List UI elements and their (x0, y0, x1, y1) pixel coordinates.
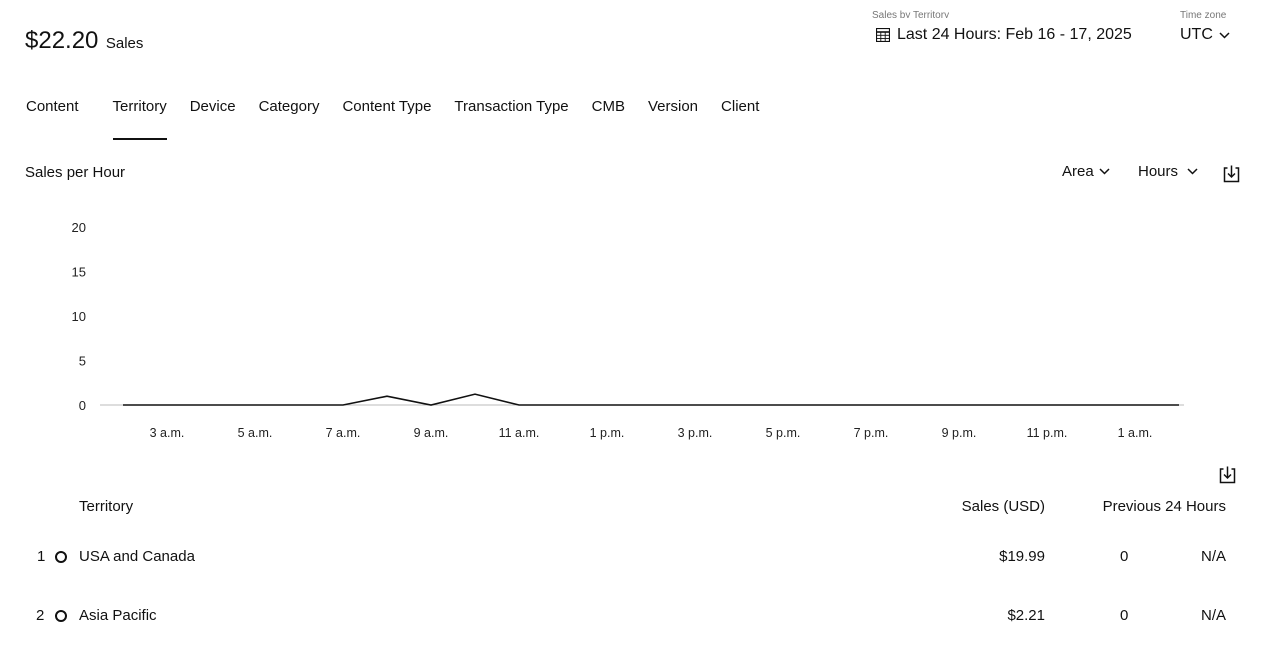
x-tick-label: 7 p.m. (854, 426, 889, 440)
download-icon (1223, 165, 1240, 183)
row-previous: 0 (1120, 548, 1129, 565)
row-rank: 1 (37, 548, 46, 565)
row-sales: $2.21 (1007, 607, 1045, 624)
sales-summary: $22.20 Sales (25, 27, 143, 55)
data-point (825, 403, 829, 407)
x-tick-label: 1 p.m. (590, 426, 625, 440)
row-sales: $19.99 (999, 548, 1045, 565)
y-tick-label: 10 (72, 309, 86, 324)
data-point (209, 403, 213, 407)
data-point (649, 403, 653, 407)
x-tick-label: 5 a.m. (238, 426, 273, 440)
x-tick-label: 5 p.m. (766, 426, 801, 440)
tab-device[interactable]: Device (189, 98, 236, 115)
tab-territory[interactable]: Territory (112, 96, 167, 140)
data-point (429, 403, 433, 407)
column-header-previous[interactable]: Previous 24 Hours (1102, 498, 1226, 515)
data-point (341, 403, 345, 407)
total-sales-label: Sales (105, 35, 144, 52)
x-tick-label: 3 a.m. (150, 426, 185, 440)
table-download-button[interactable] (1219, 466, 1236, 489)
tab-version[interactable]: Version (647, 98, 699, 115)
chart-title: Sales per Hour (25, 164, 126, 181)
data-point (517, 403, 521, 407)
data-point (781, 403, 785, 407)
x-tick-label: 9 a.m. (414, 426, 449, 440)
data-point (1177, 403, 1181, 407)
chevron-down-icon (1099, 168, 1110, 175)
data-point (1001, 403, 1005, 407)
chart-download-button[interactable] (1223, 165, 1240, 188)
y-tick-label: 5 (79, 354, 86, 369)
data-point (957, 403, 961, 407)
chevron-down-icon (1219, 31, 1230, 39)
granularity-select[interactable]: Hours (1138, 163, 1198, 180)
x-tick-label: 11 a.m. (499, 426, 540, 440)
date-range-selector[interactable]: Last 24 Hours: Feb 16 - 17, 2025 (876, 26, 1132, 44)
row-change: N/A (1200, 548, 1226, 565)
row-territory: USA and Canada (79, 548, 195, 565)
data-point (737, 403, 741, 407)
tab-cmb[interactable]: CMB (591, 98, 625, 115)
timezone-label: UTC (1180, 26, 1213, 43)
x-tick-label: 7 a.m. (326, 426, 361, 440)
data-point (385, 394, 389, 398)
date-range-label: Last 24 Hours: Feb 16 - 17, 2025 (897, 26, 1132, 43)
y-tick-label: 20 (72, 220, 86, 235)
chart-type-label: Area (1062, 163, 1094, 180)
data-point (473, 392, 477, 396)
row-previous: 0 (1120, 607, 1129, 624)
y-tick-label: 0 (79, 398, 86, 413)
row-change: N/A (1200, 607, 1226, 624)
sales-series-line (123, 393, 1179, 406)
data-point (1089, 403, 1093, 407)
data-point (297, 403, 301, 407)
data-point (605, 403, 609, 407)
x-tick-label: 11 p.m. (1027, 426, 1068, 440)
timezone-caption: Time zone (1180, 10, 1227, 18)
tab-content-type[interactable]: Content Type (342, 98, 432, 115)
tab-transaction-type[interactable]: Transaction Type (454, 98, 569, 115)
date-range-caption: Sales by Territory (872, 10, 950, 18)
data-point (869, 403, 873, 407)
column-header-sales[interactable]: Sales (USD) (961, 498, 1045, 515)
row-color-indicator[interactable] (55, 551, 67, 563)
y-tick-label: 15 (72, 265, 86, 280)
data-point (561, 403, 565, 407)
x-tick-label: 3 p.m. (678, 426, 713, 440)
sales-per-hour-chart: 0 5 10 15 20 3 a.m. 5 a.m. 7 a.m. 9 a.m. 11 a.m. 1… (72, 220, 1184, 440)
total-sales-amount: $22.20 (25, 27, 99, 54)
x-tick-label: 1 a.m. (1118, 426, 1153, 440)
data-point (913, 403, 917, 407)
data-point (253, 403, 257, 407)
data-point (165, 403, 169, 407)
chevron-down-icon (1187, 168, 1198, 175)
download-icon (1219, 466, 1236, 484)
tab-client[interactable]: Client (721, 98, 760, 115)
x-tick-label: 9 p.m. (942, 426, 977, 440)
row-rank: 2 (36, 607, 45, 624)
data-point (1045, 403, 1049, 407)
chart-type-select[interactable]: Area (1062, 163, 1110, 180)
calendar-icon (876, 28, 890, 42)
row-color-indicator[interactable] (55, 610, 67, 622)
tab-category[interactable]: Category (258, 98, 320, 115)
data-point (1133, 403, 1137, 407)
tab-content[interactable]: Content (26, 98, 79, 115)
timezone-selector[interactable]: UTC (1180, 26, 1230, 44)
row-territory: Asia Pacific (79, 607, 157, 624)
dimension-tabs: Content Territory Device Category Conten… (26, 96, 782, 140)
data-point (121, 403, 125, 407)
data-point (693, 403, 697, 407)
column-header-territory[interactable]: Territory (79, 498, 134, 515)
granularity-label: Hours (1138, 163, 1179, 180)
